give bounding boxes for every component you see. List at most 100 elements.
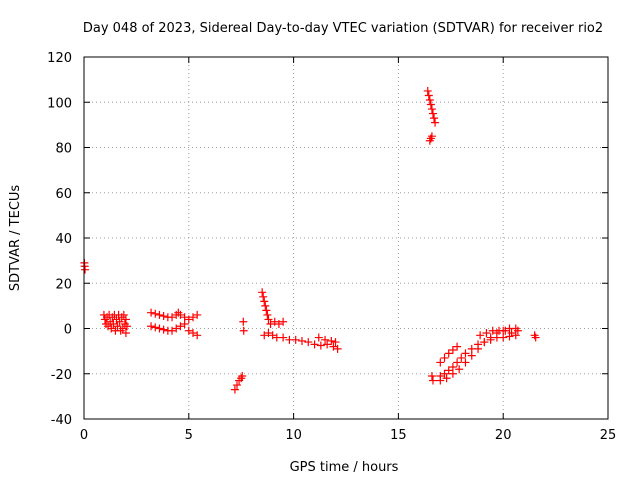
data-point	[430, 114, 439, 123]
data-point	[431, 118, 440, 127]
data-point	[444, 349, 453, 358]
x-tick-label: 0	[80, 428, 88, 443]
data-point	[444, 366, 453, 375]
data-point	[501, 326, 510, 335]
x-axis-title: GPS time / hours	[290, 460, 399, 475]
data-point	[482, 329, 491, 338]
data-point	[188, 329, 197, 338]
y-tick-label: 20	[55, 277, 72, 292]
data-point	[448, 369, 457, 378]
data-point	[121, 315, 130, 324]
data-point	[486, 333, 495, 342]
x-tick-label: 10	[285, 428, 302, 443]
y-tick-label: 0	[64, 323, 72, 338]
data-point	[321, 335, 330, 344]
data-point	[499, 333, 508, 342]
data-point	[423, 86, 432, 95]
data-point	[113, 322, 122, 331]
data-point	[440, 369, 449, 378]
data-point	[476, 331, 485, 340]
data-point	[259, 292, 268, 301]
data-point	[155, 324, 164, 333]
data-point	[513, 326, 522, 335]
data-point	[310, 340, 319, 349]
data-points	[80, 86, 540, 394]
data-point	[264, 329, 273, 338]
data-point	[115, 317, 124, 326]
data-point	[316, 341, 325, 350]
data-point	[233, 381, 242, 390]
data-point	[427, 372, 436, 381]
data-point	[176, 322, 185, 331]
data-point	[279, 333, 288, 342]
y-tick-label: -20	[51, 368, 72, 383]
data-point	[270, 317, 279, 326]
data-point	[230, 385, 239, 394]
data-point	[260, 331, 269, 340]
data-point	[291, 335, 300, 344]
data-point	[109, 319, 118, 328]
data-point	[511, 331, 520, 340]
data-point	[151, 323, 160, 332]
data-point	[453, 342, 462, 351]
data-point	[121, 329, 130, 338]
data-point	[531, 333, 540, 342]
data-point	[304, 338, 313, 347]
data-point	[424, 91, 433, 100]
data-point	[428, 376, 437, 385]
data-point	[427, 132, 436, 141]
y-tick-label: -40	[51, 413, 72, 428]
data-point	[172, 324, 181, 333]
data-point	[261, 301, 270, 310]
data-point	[184, 326, 193, 335]
data-point	[159, 312, 168, 321]
y-tick-label: 40	[55, 232, 72, 247]
axis-ticks: 0 5 10 15 20 25 -40 -20 0 20 40 60 80 100 120	[47, 51, 616, 443]
data-point	[428, 109, 437, 118]
data-point	[453, 358, 462, 367]
data-point	[436, 358, 445, 367]
data-point	[155, 310, 164, 319]
data-point	[263, 310, 272, 319]
grid	[84, 57, 608, 419]
chart-title: Day 048 of 2023, Sidereal Day-to-day VTE…	[83, 21, 603, 36]
data-point	[461, 358, 470, 367]
data-point	[323, 340, 332, 349]
data-point	[81, 265, 90, 274]
data-point	[238, 372, 247, 381]
y-tick-label: 80	[55, 142, 72, 157]
data-point	[455, 365, 464, 374]
data-point	[436, 376, 445, 385]
data-point	[151, 309, 160, 318]
data-point	[193, 310, 202, 319]
data-point	[107, 324, 116, 333]
data-point	[327, 336, 336, 345]
data-point	[147, 308, 156, 317]
data-point	[260, 297, 269, 306]
data-point	[168, 326, 177, 335]
data-point	[480, 338, 489, 347]
data-point	[507, 329, 516, 338]
data-point	[448, 362, 457, 371]
data-point	[168, 313, 177, 322]
plot-frame	[83, 56, 609, 420]
data-point	[176, 310, 185, 319]
y-tick-label: 120	[47, 51, 72, 66]
data-point	[180, 319, 189, 328]
x-tick-label: 20	[495, 428, 512, 443]
data-point	[268, 331, 277, 340]
y-tick-label: 100	[47, 96, 72, 111]
data-point	[279, 317, 288, 326]
data-point	[266, 319, 275, 328]
data-point	[159, 325, 168, 334]
data-point	[474, 344, 483, 353]
data-point	[448, 345, 457, 354]
data-point	[188, 313, 197, 322]
data-point	[180, 313, 189, 322]
x-tick-label: 25	[600, 428, 617, 443]
data-point	[331, 338, 340, 347]
data-point	[239, 317, 248, 326]
data-point	[147, 322, 156, 331]
